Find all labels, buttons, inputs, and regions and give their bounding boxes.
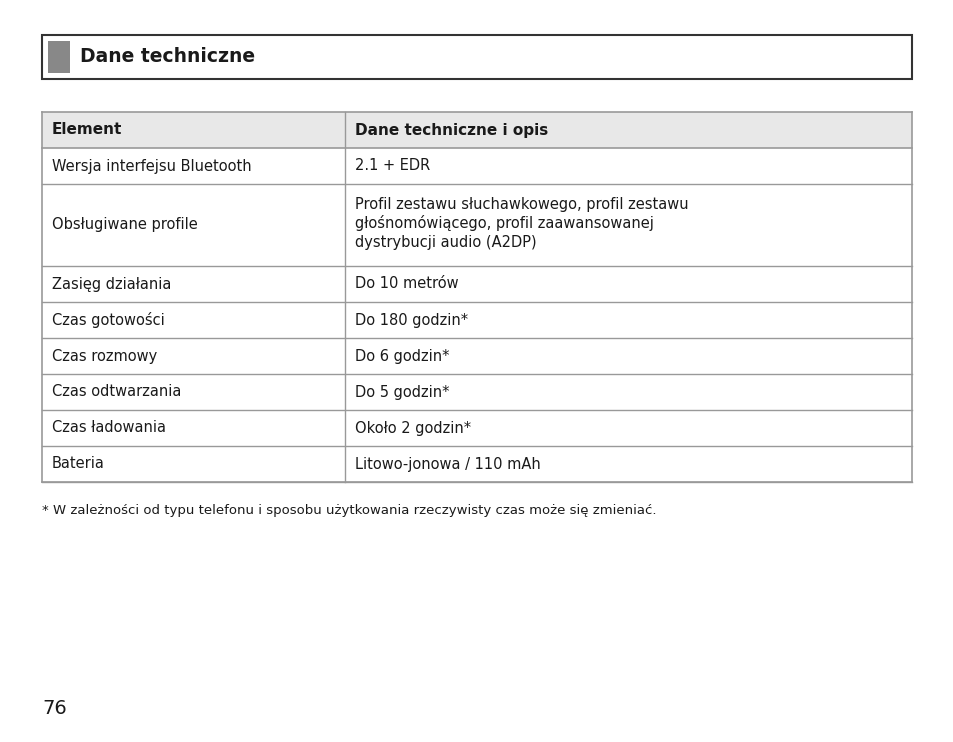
Text: Zasięg działania: Zasięg działania bbox=[52, 277, 172, 292]
Text: Czas gotowości: Czas gotowości bbox=[52, 312, 165, 328]
Bar bbox=[48, 41, 70, 73]
Bar bbox=[42, 112, 911, 148]
Text: Dane techniczne i opis: Dane techniczne i opis bbox=[355, 122, 547, 137]
Text: Czas rozmowy: Czas rozmowy bbox=[52, 349, 157, 364]
Text: Bateria: Bateria bbox=[52, 456, 105, 471]
Text: * W zależności od typu telefonu i sposobu użytkowania rzeczywisty czas może się : * W zależności od typu telefonu i sposob… bbox=[42, 504, 656, 517]
Bar bbox=[42, 35, 911, 79]
Text: Litowo-jonowa / 110 mAh: Litowo-jonowa / 110 mAh bbox=[355, 456, 540, 471]
Text: Wersja interfejsu Bluetooth: Wersja interfejsu Bluetooth bbox=[52, 159, 252, 174]
Text: Dane techniczne: Dane techniczne bbox=[80, 47, 254, 67]
Text: Obsługiwane profile: Obsługiwane profile bbox=[52, 217, 197, 232]
Text: dystrybucji audio (A2DP): dystrybucji audio (A2DP) bbox=[355, 234, 536, 249]
Text: 2.1 + EDR: 2.1 + EDR bbox=[355, 159, 430, 174]
Text: Do 180 godzin*: Do 180 godzin* bbox=[355, 312, 467, 327]
Text: głośnomówiącego, profil zaawansowanej: głośnomówiącego, profil zaawansowanej bbox=[355, 215, 653, 231]
Text: Do 6 godzin*: Do 6 godzin* bbox=[355, 349, 449, 364]
Text: Czas odtwarzania: Czas odtwarzania bbox=[52, 384, 181, 399]
Text: Około 2 godzin*: Około 2 godzin* bbox=[355, 421, 471, 436]
Text: Do 5 godzin*: Do 5 godzin* bbox=[355, 384, 449, 399]
Text: Do 10 metrów: Do 10 metrów bbox=[355, 277, 457, 292]
Text: Czas ładowania: Czas ładowania bbox=[52, 421, 166, 436]
Text: Element: Element bbox=[52, 122, 122, 137]
Text: Profil zestawu słuchawkowego, profil zestawu: Profil zestawu słuchawkowego, profil zes… bbox=[355, 197, 688, 211]
Text: 76: 76 bbox=[42, 699, 67, 718]
